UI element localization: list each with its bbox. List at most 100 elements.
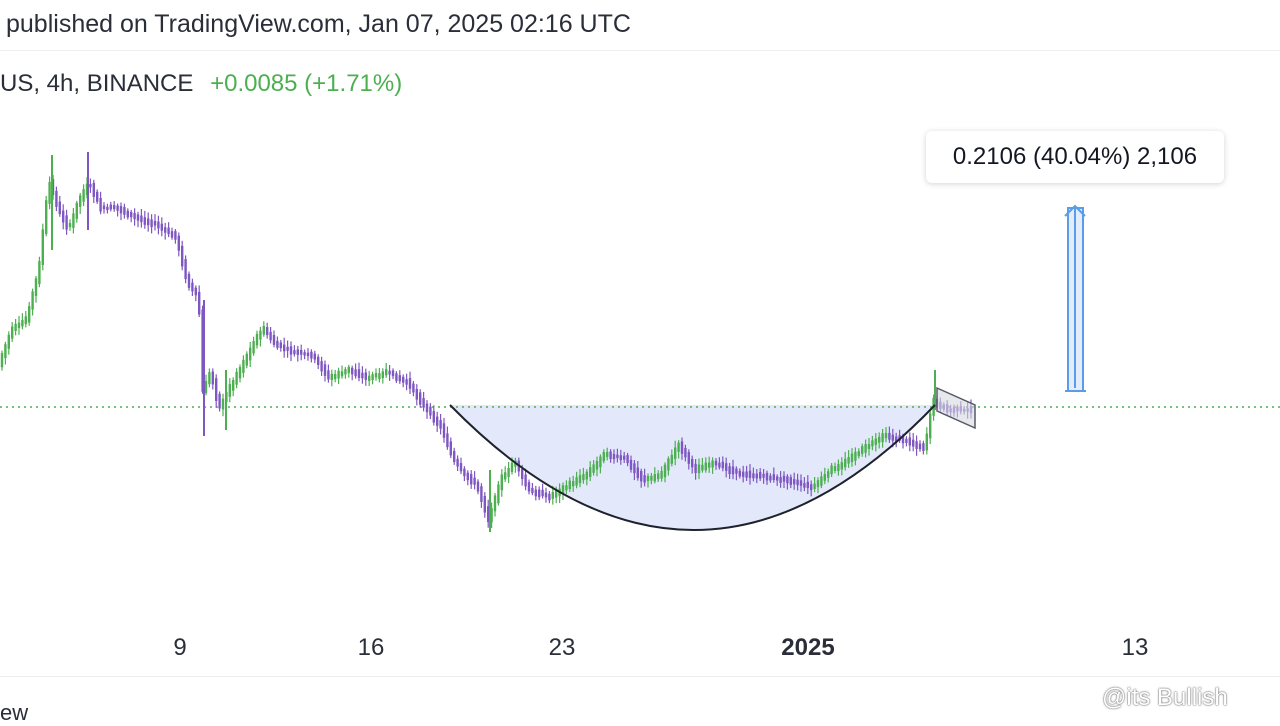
candle-body [796,479,799,486]
candle-body [470,474,473,485]
candle-body [174,231,177,240]
candle-body [31,291,34,310]
candle-body [582,474,585,481]
candle-body [276,340,279,348]
candle-body [337,370,340,379]
candle-body [578,475,582,484]
candle-body [374,373,378,378]
candle-body [106,206,109,211]
candle-body [211,371,214,385]
candle-body [425,403,429,413]
candle-body [806,481,809,489]
candle-body [687,452,690,464]
candle-body [820,476,823,486]
candle-body [490,508,493,523]
candle-body [82,189,85,202]
tick-label: 13 [1121,634,1149,661]
candle-body [422,398,425,408]
candle-body [585,471,588,480]
candle-body [629,459,633,470]
candle-body [153,220,157,226]
candle-body [565,485,568,491]
candle-body [65,215,68,230]
candle-body [402,376,405,383]
candle-body [521,469,524,480]
candle-body [714,460,718,466]
candles [0,152,973,532]
candle-body [279,342,282,349]
candle-body [235,371,238,385]
candle-body [439,420,442,429]
candle-body [541,489,544,497]
candle-body [881,433,884,443]
candle-body [136,214,140,221]
candle-body [201,309,204,392]
candle-body [28,306,31,323]
candle-body [21,320,24,327]
flag-channel [936,386,976,430]
candle-body [619,455,622,461]
candle-body [592,464,595,473]
tick-label-year: 2025 [781,634,835,661]
candle-body [181,245,184,267]
candle-body [595,461,599,470]
candle-body [762,473,765,478]
candle-body [895,436,898,442]
candle-body [867,444,871,449]
candle-body [48,181,51,204]
candle-body [789,477,792,485]
candle-body [466,472,469,481]
candle-body [925,433,928,451]
candle-body [429,406,432,416]
candle-body [130,212,133,218]
candle-body [272,335,276,345]
footer-fragment: ew [0,700,29,725]
candle-body [878,436,881,443]
candle-body [711,460,714,468]
candle-body [599,456,602,468]
candle-body [861,446,864,454]
candle-body [493,495,497,512]
candle-body [837,464,840,472]
candle-body [606,452,609,457]
candle-body [262,326,265,335]
candle-body [347,366,350,374]
candle-body [306,352,310,357]
candle-body [646,475,650,482]
candle-body [854,451,857,461]
candle-body [109,204,112,210]
candle-body [303,352,306,356]
candle-body [616,454,619,459]
candle-body [92,182,95,197]
candle-body [330,373,333,380]
candle-body [626,455,629,464]
candle-body [160,223,163,231]
candle-body [194,287,197,296]
watermark: @its Bullish [1102,684,1228,711]
candle-body [663,464,667,478]
candle-body [561,485,565,495]
candle-body [320,361,323,372]
candle-body [922,443,925,451]
candle-body [918,443,922,450]
candle-body [480,486,483,502]
candle-body [453,451,456,462]
rounded-bottom-curve [449,404,936,531]
candle-body [310,351,313,359]
candle-body [354,369,357,377]
candle-body [446,433,449,448]
candle-body [150,219,153,228]
candle-body [408,378,412,389]
axis-divider [0,676,1280,677]
symbol-interval-exchange: US, 4h, BINANCE [0,70,194,97]
candle-body [728,466,731,474]
candle-body [198,291,201,315]
candle-body [769,475,772,481]
candle-body [45,200,48,234]
price-chart[interactable] [0,0,1280,620]
candle-body [266,327,269,336]
candle-body [79,195,82,207]
candle-body [745,471,748,478]
candle-body [456,458,459,467]
candle-body [864,444,867,453]
